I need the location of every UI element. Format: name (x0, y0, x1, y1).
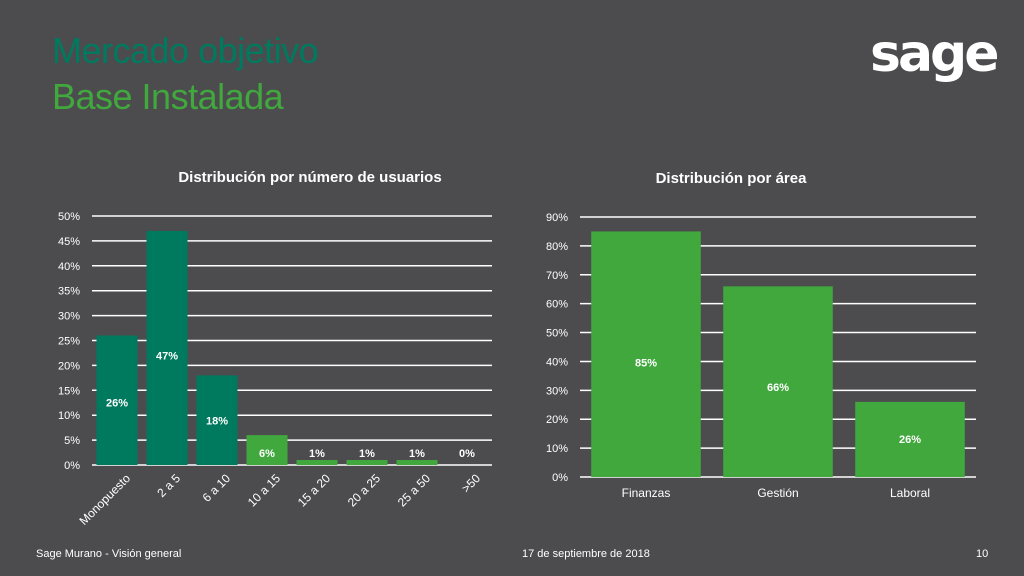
y-tick-label: 10% (58, 410, 80, 422)
y-tick-label: 0% (64, 460, 80, 472)
chart-title: Distribución por número de usuarios (178, 169, 441, 186)
page-title: Mercado objetivo (52, 30, 319, 71)
y-tick-label: 10% (546, 443, 568, 455)
bar (146, 230, 188, 465)
y-tick-label: 30% (58, 311, 80, 323)
bar (855, 401, 965, 477)
footer-left-text: Sage Murano - Visión general (36, 548, 182, 560)
y-tick-label: 50% (58, 211, 80, 223)
data-label: 66% (767, 382, 789, 394)
page-number: 10 (976, 548, 989, 560)
y-tick-label: 0% (552, 472, 568, 484)
y-tick-label: 80% (546, 241, 568, 253)
bar (591, 231, 701, 477)
data-label: 85% (635, 358, 657, 370)
y-tick-label: 20% (58, 360, 80, 372)
data-label: 26% (106, 398, 128, 410)
data-label: 26% (899, 434, 921, 446)
x-tick-label: Finanzas (622, 486, 671, 500)
data-label: 0% (459, 448, 475, 460)
data-label: 18% (206, 416, 228, 428)
y-tick-label: 15% (58, 385, 80, 397)
x-tick-label: Laboral (890, 486, 930, 500)
y-tick-label: 40% (58, 261, 80, 273)
chart-title: Distribución por área (656, 170, 808, 187)
bar (396, 460, 438, 465)
bar (346, 460, 388, 465)
y-tick-label: 20% (546, 414, 568, 426)
bar (296, 460, 338, 465)
bar (96, 335, 138, 465)
y-tick-label: 40% (546, 356, 568, 368)
bar (246, 435, 288, 465)
data-label: 47% (156, 351, 178, 363)
data-label: 6% (259, 448, 275, 460)
y-tick-label: 90% (546, 212, 568, 224)
page-subtitle: Base Instalada (52, 76, 284, 117)
bar (723, 286, 833, 477)
footer-date: 17 de septiembre de 2018 (522, 548, 650, 560)
y-tick-label: 35% (58, 286, 80, 298)
data-label: 1% (359, 448, 375, 460)
y-tick-label: 5% (64, 435, 80, 447)
bar (196, 375, 238, 465)
y-tick-label: 30% (546, 385, 568, 397)
y-tick-label: 50% (546, 328, 568, 340)
x-tick-label: Gestión (757, 486, 798, 500)
y-tick-label: 60% (546, 299, 568, 311)
y-tick-label: 45% (58, 236, 80, 248)
y-tick-label: 25% (58, 336, 80, 348)
y-tick-label: 70% (546, 270, 568, 282)
data-label: 1% (409, 448, 425, 460)
data-label: 1% (309, 448, 325, 460)
sage-logo: sage (870, 24, 1000, 84)
